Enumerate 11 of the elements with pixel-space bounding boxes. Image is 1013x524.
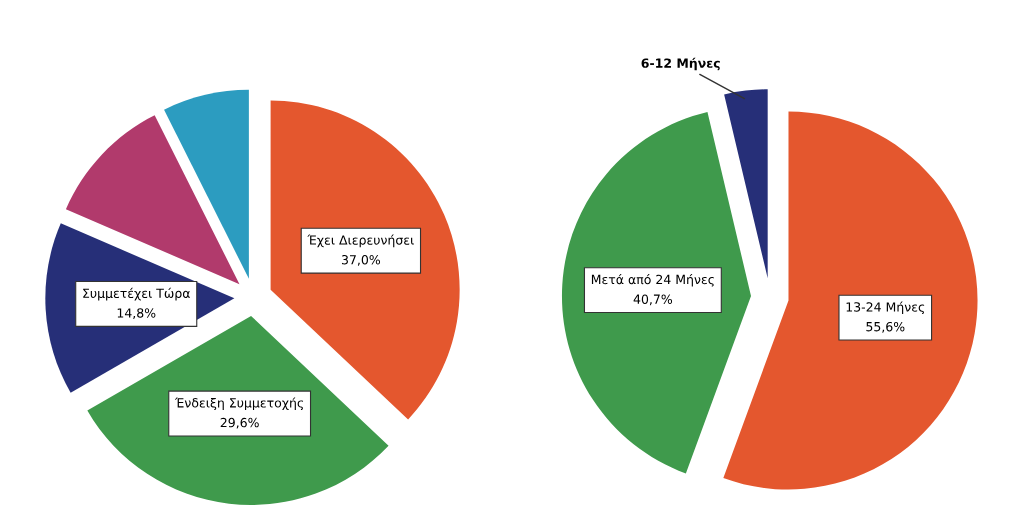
data-label: 55,6% [866,321,905,333]
data-label: 40,7% [633,294,673,306]
data-label: 37,0% [341,254,381,266]
slice-label: Συμμετέχει Τώρα [83,287,190,301]
data-label: 29,6% [220,417,259,429]
slice-label: 13-24 Μήνες [846,301,925,315]
data-label: 14,8% [117,308,156,319]
slice-label: 6-12 Μήνες [641,57,720,71]
slice-label: Ένδειξη Συμμετοχής [174,397,304,411]
slice-label: Έχει Διερευνήσει [307,234,414,248]
slice-label: Μετά από 24 Μήνες [591,273,714,287]
